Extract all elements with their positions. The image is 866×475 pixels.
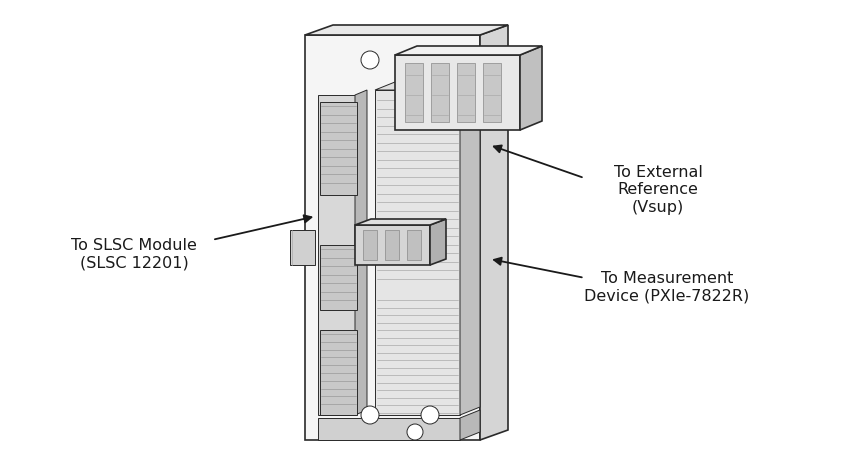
Polygon shape [405,63,423,122]
Polygon shape [520,46,542,130]
Text: To External
Reference
(Vsup): To External Reference (Vsup) [614,165,702,215]
Text: To SLSC Module
(SLSC 12201): To SLSC Module (SLSC 12201) [71,238,197,270]
Polygon shape [318,95,355,415]
Polygon shape [363,230,377,260]
Circle shape [421,406,439,424]
Polygon shape [395,55,520,130]
Polygon shape [290,230,315,265]
Text: To Measurement
Device (PXIe-7822R): To Measurement Device (PXIe-7822R) [585,271,749,304]
Polygon shape [318,418,460,440]
Polygon shape [320,102,357,195]
Polygon shape [460,82,480,415]
Polygon shape [483,63,501,122]
Polygon shape [305,25,508,35]
Polygon shape [355,219,446,225]
Polygon shape [457,63,475,122]
Polygon shape [375,82,480,90]
Polygon shape [431,63,449,122]
Polygon shape [430,219,446,265]
Polygon shape [355,90,367,415]
Polygon shape [320,330,357,415]
Polygon shape [385,230,399,260]
Polygon shape [460,410,480,440]
Polygon shape [355,225,430,265]
Polygon shape [395,46,542,55]
Polygon shape [480,25,508,440]
Polygon shape [305,35,480,440]
Circle shape [361,406,379,424]
Polygon shape [375,90,460,415]
Circle shape [407,424,423,440]
Circle shape [421,51,439,69]
Polygon shape [407,230,421,260]
Circle shape [361,51,379,69]
Polygon shape [320,245,357,310]
